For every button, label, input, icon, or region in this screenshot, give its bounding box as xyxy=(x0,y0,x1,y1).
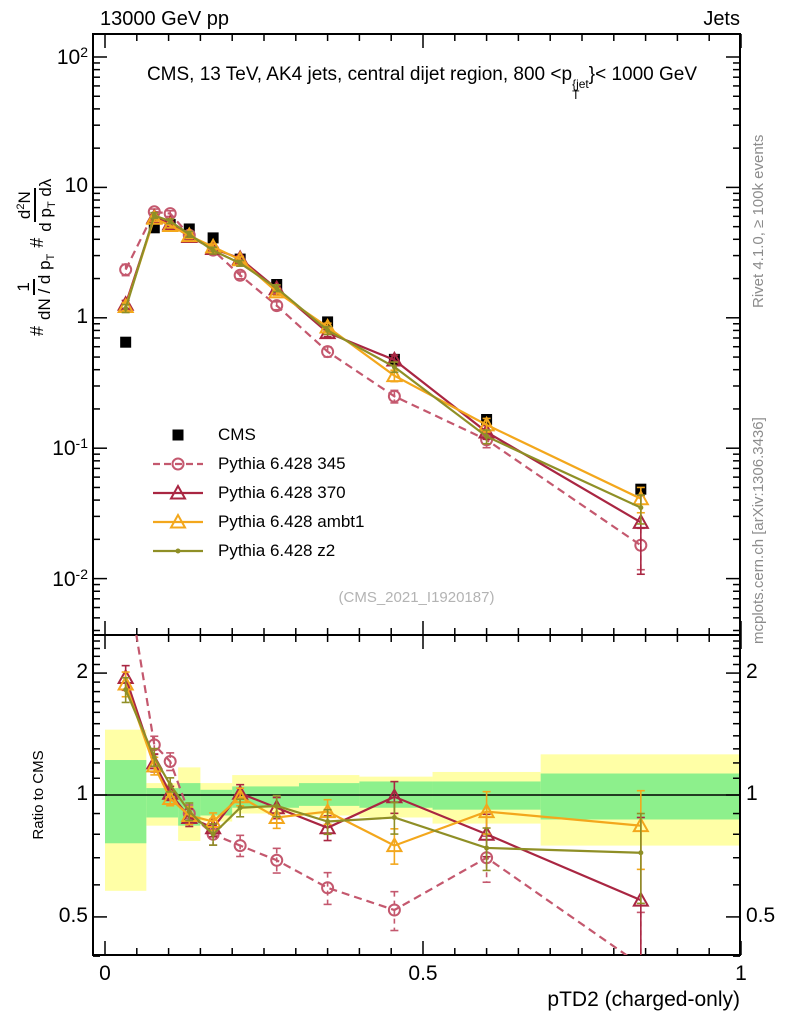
pt-superscript-stack: {jet T xyxy=(572,77,589,102)
dot-marker xyxy=(123,687,129,693)
x-tick-label: 0.5 xyxy=(408,962,438,985)
dot-marker xyxy=(210,248,216,254)
green-band-segment xyxy=(105,760,147,844)
open-circle-marker xyxy=(270,299,284,313)
main-series-Pythia-6-428-z2 xyxy=(121,211,645,525)
main-y-tick-label: 10 xyxy=(64,174,88,198)
dot-marker xyxy=(186,809,192,815)
rivet-version-note: Rivet 4.1.0, ≥ 100k events xyxy=(750,134,767,308)
dot-marker xyxy=(237,805,243,811)
open-circle-marker xyxy=(233,268,247,282)
dot-marker xyxy=(123,305,129,311)
x-axis-title: pTD2 (charged-only) xyxy=(547,988,740,1011)
open-triangle-marker xyxy=(161,789,179,806)
ratio-y-tick-label-right: 0.5 xyxy=(746,903,776,927)
legend-item-label: Pythia 6.428 z2 xyxy=(218,540,336,560)
x-tick-label: 1 xyxy=(735,962,747,985)
dot-marker xyxy=(391,364,397,370)
dot-marker xyxy=(175,548,181,553)
open-circle-marker xyxy=(163,754,177,768)
dot-marker xyxy=(237,260,243,266)
dot-marker xyxy=(638,850,644,856)
main-y-tick-label: 102 xyxy=(56,44,88,69)
hash-symbol: # xyxy=(26,237,47,248)
ratio-y-tick-label: 1 xyxy=(76,782,88,805)
open-triangle-marker xyxy=(632,891,650,907)
legend-marker-icon xyxy=(153,512,203,528)
ratio-y-tick-label-right: 1 xyxy=(746,782,758,805)
open-circle-marker xyxy=(321,345,335,359)
plot-title-text: CMS, 13 TeV, AK4 jets, central dijet reg… xyxy=(146,64,573,85)
open-circle-marker xyxy=(387,389,401,403)
dot-marker xyxy=(274,803,280,809)
ratio-y-tick-label-right: 2 xyxy=(746,660,758,684)
open-circle-marker xyxy=(387,903,401,917)
cms-square-marker xyxy=(148,222,160,234)
analysis-id-watermark: (CMS_2021_I1920187) xyxy=(338,589,495,606)
plot-title: CMS, 13 TeV, AK4 jets, central dijet reg… xyxy=(96,64,748,101)
legend: CMS Pythia 6.428 345 Pythia 6.428 370 Pythi… xyxy=(152,420,364,565)
legend-item-label: Pythia 6.428 345 xyxy=(218,453,346,473)
dot-marker xyxy=(151,212,157,218)
cms-square-marker xyxy=(120,336,132,348)
legend-marker-icon xyxy=(153,457,203,470)
open-triangle-marker xyxy=(180,226,198,243)
legend-marker-icon xyxy=(172,429,184,440)
dot-marker xyxy=(186,231,192,237)
open-triangle-marker xyxy=(477,802,496,819)
ratio-y-tick-label: 0.5 xyxy=(58,903,88,927)
open-circle-marker xyxy=(270,853,284,867)
open-circle-marker xyxy=(321,881,335,895)
open-circle-marker xyxy=(635,960,646,971)
dot-marker xyxy=(391,814,397,820)
x-tick-label: 0 xyxy=(99,962,111,985)
legend-item-CMS: CMS xyxy=(152,420,364,449)
analysis-group-label: Jets xyxy=(703,8,740,30)
open-triangle-marker xyxy=(385,836,404,853)
dot-marker xyxy=(484,433,490,439)
beam-energy-label: 13000 GeV pp xyxy=(100,8,229,30)
dot-marker xyxy=(167,782,173,788)
dot-marker xyxy=(151,754,157,760)
legend-item-label: CMS xyxy=(218,424,256,444)
main-y-tick-label: 10-1 xyxy=(52,435,88,461)
legend-marker-icon xyxy=(153,548,203,553)
dot-marker xyxy=(638,505,644,511)
open-circle-marker xyxy=(119,263,133,277)
plot-title-tail: }< 1000 GeV xyxy=(588,64,698,85)
open-triangle-marker xyxy=(385,366,404,383)
main-y-tick-label: 1 xyxy=(76,304,88,328)
legend-item-Pythia-6-428-345: Pythia 6.428 345 xyxy=(152,449,364,478)
open-circle-marker xyxy=(171,457,185,470)
dot-marker xyxy=(484,845,490,851)
mcplots-reference-note: mcplots.cern.ch [arXiv:1306.3436] xyxy=(750,417,767,644)
ratio-y-tick-label: 2 xyxy=(76,660,88,684)
dot-marker xyxy=(167,218,173,224)
legend-item-label: Pythia 6.428 ambt1 xyxy=(218,511,365,531)
axis-ticks xyxy=(93,34,742,957)
legend-item-Pythia-6-428-z2: Pythia 6.428 z2 xyxy=(152,536,364,565)
pt-subscript: T xyxy=(572,88,580,102)
green-band-segment xyxy=(200,789,233,816)
cms-square-marker xyxy=(172,429,184,440)
open-triangle-marker xyxy=(632,513,650,529)
legend-marker-icon xyxy=(153,483,203,499)
ratio-series-Pythia-6-428-z2 xyxy=(121,676,645,905)
open-triangle-marker xyxy=(169,512,187,528)
main-y-tick-label: 10-2 xyxy=(52,565,88,591)
dot-marker xyxy=(325,819,331,825)
open-triangle-marker xyxy=(169,483,187,499)
pt-superscript: {jet xyxy=(572,77,589,91)
legend-item-Pythia-6-428-370: Pythia 6.428 370 xyxy=(152,478,364,507)
dot-marker xyxy=(274,285,280,291)
dot-marker xyxy=(210,831,216,837)
legend-item-Pythia-6-428-ambt1: Pythia 6.428 ambt1 xyxy=(152,507,364,536)
open-circle-marker xyxy=(233,839,247,853)
open-circle-marker xyxy=(120,564,131,575)
dot-marker xyxy=(325,327,331,333)
legend-item-label: Pythia 6.428 370 xyxy=(218,482,346,502)
